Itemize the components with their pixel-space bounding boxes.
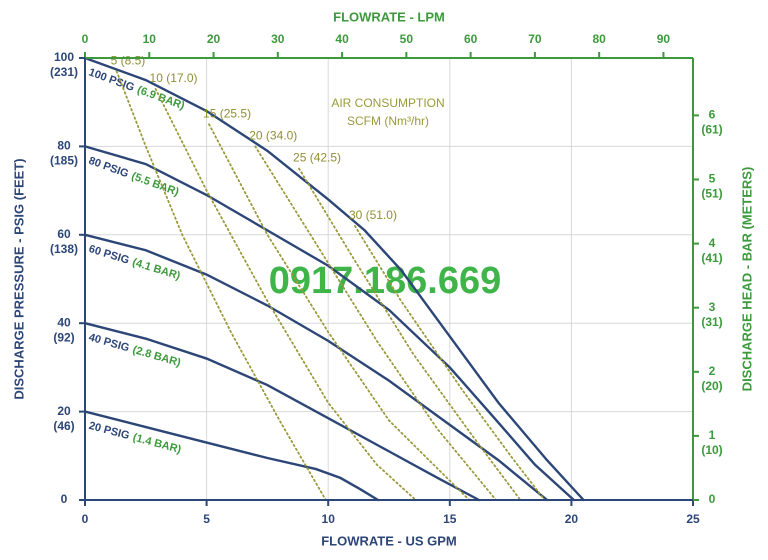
y-tick-label: 40 xyxy=(57,315,71,329)
y2-tick-meters: (31) xyxy=(701,315,722,329)
curve-label: 15 (25.5) xyxy=(203,106,251,120)
x2-tick-label: 80 xyxy=(592,32,606,46)
x2-tick-label: 20 xyxy=(207,32,221,46)
x2-axis-title: FLOWRATE - LPM xyxy=(333,9,445,24)
x-tick-label: 5 xyxy=(203,512,210,526)
y-tick-label: 80 xyxy=(57,139,71,153)
curve xyxy=(83,410,380,502)
y-tick-feet: (185) xyxy=(50,154,78,168)
x2-tick-label: 0 xyxy=(82,32,89,46)
x-tick-label: 10 xyxy=(322,512,336,526)
curve-label-psig: 60 PSIG xyxy=(87,243,130,267)
x-axis-title: FLOWRATE - US GPM xyxy=(321,533,457,548)
curve xyxy=(83,322,481,502)
curve xyxy=(115,70,327,501)
y2-tick-label: 1 xyxy=(709,428,716,442)
curve xyxy=(83,56,585,502)
x2-tick-label: 60 xyxy=(464,32,478,46)
curve-label: 10 (17.0) xyxy=(150,71,198,85)
y2-tick-label: 5 xyxy=(709,172,716,186)
curve-label: 60 PSIG(4.1 BAR) xyxy=(87,243,182,282)
y-tick-feet: (92) xyxy=(53,330,74,344)
x2-tick-label: 10 xyxy=(143,32,157,46)
y2-axis-title: DISCHARGE HEAD - BAR (METERS) xyxy=(739,167,754,392)
y-tick-label: 60 xyxy=(57,227,71,241)
y2-tick-meters: (61) xyxy=(701,123,722,137)
curve-label-psig: 40 PSIG xyxy=(87,331,130,354)
curve xyxy=(254,145,497,501)
x-tick-label: 20 xyxy=(565,512,579,526)
watermark: 0917.186.669 xyxy=(269,260,501,302)
y2-tick-label: 2 xyxy=(709,364,716,378)
y2-tick-meters: (20) xyxy=(701,379,722,393)
x-tick-label: 0 xyxy=(82,512,89,526)
annotation: SCFM (Nm³/hr) xyxy=(347,114,429,128)
y-tick-label: 0 xyxy=(61,492,68,506)
y2-tick-label: 6 xyxy=(709,108,716,122)
y-tick-feet: (46) xyxy=(53,419,74,433)
curve-label: 5 (8.5) xyxy=(111,53,146,67)
curve-label: 30 (51.0) xyxy=(349,208,397,222)
curve-label: 25 (42.5) xyxy=(293,151,341,165)
y-tick-feet: (231) xyxy=(50,65,78,79)
curve xyxy=(83,145,576,502)
x2-tick-label: 30 xyxy=(271,32,285,46)
y-axis-title: DISCHARGE PRESSURE - PSIG (FEET) xyxy=(11,158,26,399)
y-tick-feet: (138) xyxy=(50,242,78,256)
x2-tick-label: 50 xyxy=(400,32,414,46)
curve xyxy=(154,88,417,501)
curve-label-bar: (5.5 BAR) xyxy=(130,170,181,198)
y2-tick-meters: (10) xyxy=(701,443,722,457)
curve-label-bar: (4.1 BAR) xyxy=(131,256,182,282)
y2-tick-label: 4 xyxy=(709,236,716,250)
curve-label-psig: 100 PSIG xyxy=(87,66,136,94)
y-tick-label: 100 xyxy=(54,50,74,64)
x2-tick-label: 70 xyxy=(528,32,542,46)
y-tick-label: 20 xyxy=(57,404,71,418)
curve xyxy=(208,123,471,501)
annotation: AIR CONSUMPTION xyxy=(331,96,444,110)
x2-tick-label: 90 xyxy=(657,32,671,46)
curve xyxy=(298,167,522,501)
curve-label-psig: 20 PSIG xyxy=(87,420,130,442)
x-tick-label: 25 xyxy=(686,512,700,526)
x2-tick-label: 40 xyxy=(335,32,349,46)
curve-label: 20 (34.0) xyxy=(249,129,297,143)
y2-tick-label: 3 xyxy=(709,300,716,314)
y2-tick-meters: (41) xyxy=(701,251,722,265)
y2-tick-label: 0 xyxy=(709,492,716,506)
curve xyxy=(354,225,546,501)
x-tick-label: 15 xyxy=(443,512,457,526)
y2-tick-meters: (51) xyxy=(701,187,722,201)
